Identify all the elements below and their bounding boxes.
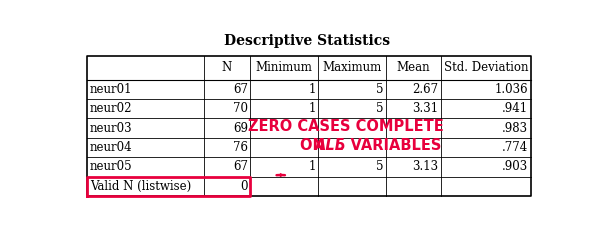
Text: .941: .941	[502, 102, 529, 115]
Text: ON: ON	[300, 138, 330, 154]
Text: Std. Deviation: Std. Deviation	[444, 61, 529, 74]
Text: Mean: Mean	[397, 61, 430, 74]
Text: 67: 67	[233, 160, 248, 174]
Text: neur02: neur02	[90, 102, 133, 115]
Text: 2.67: 2.67	[412, 83, 439, 96]
Text: 1: 1	[308, 83, 316, 96]
Text: 0: 0	[240, 180, 248, 193]
Text: neur01: neur01	[90, 83, 133, 96]
Text: 70: 70	[233, 102, 248, 115]
Text: 67: 67	[233, 83, 248, 96]
Text: neur03: neur03	[90, 122, 133, 135]
Text: ALL: ALL	[316, 138, 346, 154]
Text: 76: 76	[233, 141, 248, 154]
Text: 5 VARIABLES: 5 VARIABLES	[331, 138, 442, 154]
Text: ZERO CASES COMPLETE: ZERO CASES COMPLETE	[248, 119, 443, 134]
Text: 1: 1	[308, 102, 316, 115]
Text: 3.13: 3.13	[412, 160, 439, 174]
Text: 1: 1	[308, 160, 316, 174]
Text: .903: .903	[502, 160, 529, 174]
Text: .774: .774	[502, 141, 529, 154]
Text: neur04: neur04	[90, 141, 133, 154]
Text: Maximum: Maximum	[323, 61, 382, 74]
Text: neur05: neur05	[90, 160, 133, 174]
Text: 5: 5	[376, 83, 384, 96]
Text: 5: 5	[376, 160, 384, 174]
Text: Descriptive Statistics: Descriptive Statistics	[224, 34, 391, 48]
Text: 3.31: 3.31	[412, 102, 439, 115]
Text: Valid N (listwise): Valid N (listwise)	[90, 180, 191, 193]
Text: 5: 5	[376, 102, 384, 115]
Text: Minimum: Minimum	[256, 61, 313, 74]
Text: .983: .983	[502, 122, 529, 135]
Text: 1.036: 1.036	[495, 83, 529, 96]
Text: 69: 69	[233, 122, 248, 135]
Text: N: N	[222, 61, 232, 74]
